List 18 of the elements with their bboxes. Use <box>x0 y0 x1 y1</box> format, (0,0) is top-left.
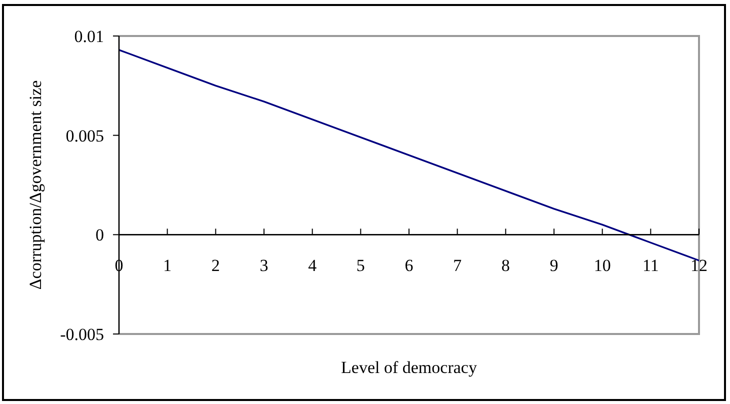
x-tick-label: 1 <box>163 256 172 276</box>
x-axis-title: Level of democracy <box>341 358 478 376</box>
x-tick-label: 7 <box>453 256 462 276</box>
x-tick-label: 10 <box>594 256 611 276</box>
y-tick-label: 0.005 <box>66 126 104 146</box>
x-tick-label: 9 <box>550 256 558 276</box>
x-tick-label: 3 <box>260 256 268 276</box>
x-tick-label: 4 <box>308 256 318 276</box>
x-tick-label: 8 <box>501 256 510 276</box>
y-tick-label: 0.01 <box>74 27 104 46</box>
x-tick-label: 12 <box>690 256 708 276</box>
y-tick-label: -0.005 <box>60 325 104 344</box>
x-tick-label: 6 <box>404 256 414 276</box>
y-tick-label: 0 <box>96 226 104 245</box>
x-tick-label: 2 <box>211 256 220 276</box>
x-tick-label: 11 <box>642 256 659 276</box>
x-tick-label: 5 <box>356 256 365 276</box>
y-axis-title: Δcorruption/Δgovernment size <box>26 80 44 290</box>
